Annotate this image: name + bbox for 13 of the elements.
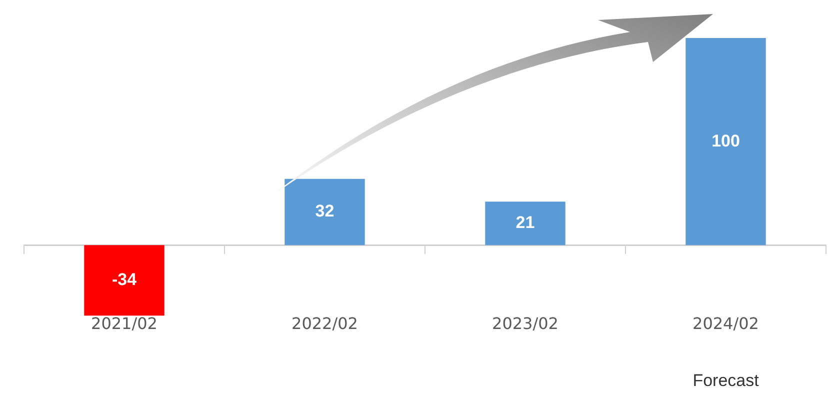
bar (284, 178, 365, 246)
x-tick-label: 2024/02 (692, 314, 759, 333)
x-tick-label: 2021/02 (91, 314, 158, 333)
text: Forecast (692, 370, 760, 390)
bar (84, 245, 164, 316)
data-label: 32 (315, 202, 334, 221)
x-tick-label: 2022/02 (292, 314, 358, 333)
bar (686, 38, 766, 246)
data-label: 100 (712, 131, 740, 150)
bar (485, 202, 566, 246)
x-tick-label: 2023/02 (492, 314, 558, 333)
data-label: 21 (516, 213, 535, 232)
data-label: -34 (112, 270, 138, 290)
